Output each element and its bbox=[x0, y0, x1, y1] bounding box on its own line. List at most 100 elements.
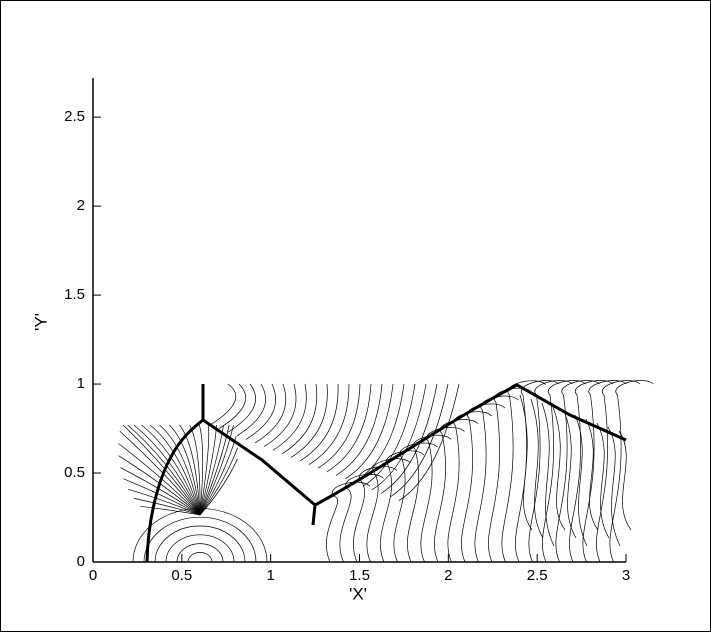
contour-line bbox=[326, 481, 371, 563]
contour-field bbox=[118, 380, 654, 563]
contour-line bbox=[189, 424, 201, 516]
contour-line bbox=[290, 383, 328, 458]
contour-line bbox=[530, 398, 544, 539]
contour-line bbox=[199, 424, 224, 516]
contour-line bbox=[123, 478, 201, 516]
contour-line bbox=[122, 424, 201, 516]
contour-line bbox=[393, 442, 438, 563]
contour-line bbox=[299, 383, 339, 462]
contour-line bbox=[176, 543, 224, 563]
contour-line bbox=[596, 422, 610, 539]
contour-line bbox=[154, 525, 246, 563]
contour-line bbox=[199, 424, 210, 516]
x-tick-label: 2.5 bbox=[527, 567, 548, 584]
contour-line bbox=[227, 383, 256, 433]
contour-line bbox=[515, 380, 560, 563]
contour-line bbox=[434, 419, 479, 563]
reflected-shock bbox=[202, 418, 317, 526]
contour-line bbox=[474, 395, 519, 563]
contour-line bbox=[159, 424, 201, 516]
contour-line bbox=[335, 383, 383, 476]
contour-line bbox=[555, 380, 600, 563]
contour-line bbox=[187, 552, 213, 563]
x-tick-label: 2 bbox=[444, 567, 452, 584]
contour-line bbox=[236, 383, 266, 437]
contour-line bbox=[552, 406, 566, 531]
x-tick-label: 1 bbox=[266, 567, 274, 584]
contour-line bbox=[326, 383, 372, 473]
x-tick-label: 1.5 bbox=[349, 567, 370, 584]
y-axis-title: 'Y' bbox=[31, 313, 50, 331]
y-tick-label: 1 bbox=[77, 375, 85, 392]
contour-line bbox=[169, 424, 201, 516]
contour-line bbox=[128, 488, 201, 516]
contour-line bbox=[254, 383, 287, 444]
contour-line bbox=[353, 466, 398, 563]
contour-line bbox=[165, 534, 235, 563]
contour-line bbox=[339, 474, 384, 563]
contour-line bbox=[120, 467, 201, 516]
x-tick-label: 0.5 bbox=[171, 567, 192, 584]
contour-line bbox=[199, 436, 237, 516]
contour-line bbox=[199, 424, 204, 516]
contour-line bbox=[607, 426, 621, 547]
y-tick-label: 2.5 bbox=[64, 108, 85, 125]
x-tick-label: 0 bbox=[89, 567, 97, 584]
contour-line bbox=[199, 424, 230, 516]
contour-line bbox=[501, 380, 546, 563]
contour-line bbox=[574, 414, 588, 547]
contour-line bbox=[596, 380, 641, 563]
contour-line bbox=[209, 383, 237, 426]
contour-line bbox=[199, 424, 217, 516]
contour-line bbox=[272, 383, 307, 451]
contour-line bbox=[380, 383, 438, 494]
transmitted-shock bbox=[314, 383, 627, 507]
contour-line bbox=[541, 402, 555, 547]
contour-line bbox=[420, 427, 465, 563]
contour-line bbox=[263, 383, 297, 447]
contour-line bbox=[133, 498, 201, 516]
contour-line bbox=[127, 424, 201, 516]
contour-line bbox=[143, 516, 257, 563]
contour-line bbox=[140, 505, 201, 516]
contour-line bbox=[563, 410, 577, 539]
contour-line bbox=[362, 383, 416, 487]
y-tick-label: 0 bbox=[77, 553, 85, 570]
y-tick-label: 1.5 bbox=[64, 286, 85, 303]
contour-line bbox=[132, 508, 268, 563]
contour-line bbox=[133, 424, 201, 516]
contour-line bbox=[380, 450, 425, 563]
contour-line bbox=[218, 383, 247, 429]
contour-line bbox=[149, 424, 201, 516]
contour-line bbox=[585, 418, 599, 531]
y-tick-label: 0.5 bbox=[64, 464, 85, 481]
bow-shock bbox=[145, 384, 205, 563]
contour-line bbox=[366, 458, 411, 563]
contour-line bbox=[245, 383, 276, 440]
contour-line bbox=[179, 424, 201, 516]
contour-line bbox=[344, 383, 394, 480]
contour-line bbox=[389, 383, 449, 498]
contour-line bbox=[528, 380, 573, 563]
contour-line bbox=[398, 383, 460, 501]
x-tick-label: 3 bbox=[622, 567, 630, 584]
contour-line bbox=[447, 411, 492, 563]
contour-line bbox=[141, 424, 201, 516]
contour-line bbox=[281, 383, 318, 455]
contour-line bbox=[618, 430, 632, 531]
contour-line bbox=[519, 394, 533, 531]
contour-line bbox=[353, 383, 405, 483]
contour-line bbox=[199, 458, 238, 516]
contour-line bbox=[119, 431, 201, 516]
contour-line bbox=[118, 443, 201, 516]
contour-line bbox=[461, 403, 506, 563]
contour-line bbox=[488, 387, 533, 563]
contour-line bbox=[407, 434, 452, 563]
contour-line bbox=[317, 383, 361, 469]
contour-line bbox=[308, 383, 350, 465]
contour-line bbox=[569, 380, 614, 563]
y-tick-label: 2 bbox=[77, 197, 85, 214]
contour-line bbox=[609, 380, 654, 563]
